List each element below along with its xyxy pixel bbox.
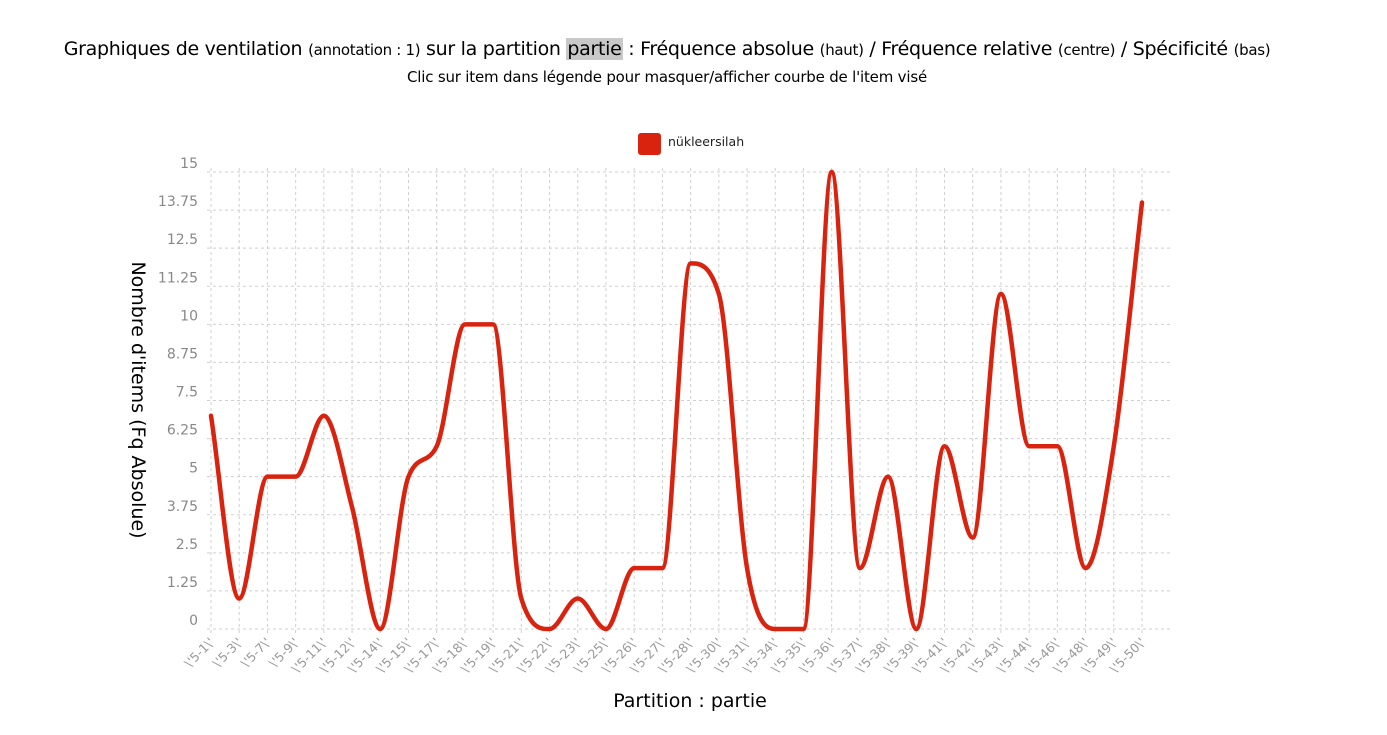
y-axis-label: Nombre d'items (Fq Absolue)	[127, 261, 149, 538]
y-axis-ticks: 0 1.25 2.5 3.75 5 6.25 7.5 8.75 10 11.25 12.5 13.75…	[158, 156, 198, 629]
title-part-10: (bas)	[1233, 41, 1271, 59]
x-tick-label: \'5-7\'	[238, 635, 274, 671]
y-tick-label: 0	[189, 613, 198, 629]
data-point[interactable]	[378, 627, 382, 631]
y-tick-label: 11.25	[158, 270, 198, 286]
data-point[interactable]	[406, 475, 410, 479]
x-axis-ticks: \'5-1\'\'5-3\'\'5-7\'\'5-9\'\'5-11\'\'5-…	[181, 635, 1148, 676]
data-point[interactable]	[322, 414, 326, 418]
y-tick-label: 12.5	[167, 232, 198, 248]
data-point[interactable]	[576, 597, 580, 601]
title-part-5: : Fréquence absolue	[628, 38, 814, 60]
data-point[interactable]	[660, 566, 664, 570]
data-point[interactable]	[491, 322, 495, 326]
data-point[interactable]	[773, 627, 777, 631]
title-part-2: (annotation : 1)	[308, 41, 421, 59]
data-point[interactable]	[519, 597, 523, 601]
y-tick-label: 1.25	[167, 575, 198, 591]
data-point[interactable]	[914, 627, 918, 631]
series-line-0[interactable]	[208, 169, 1145, 632]
chart-title: Graphiques de ventilation (annotation : …	[0, 38, 1334, 60]
data-point[interactable]	[435, 444, 439, 448]
data-point[interactable]	[350, 505, 354, 509]
data-point[interactable]	[943, 444, 947, 448]
x-tick-label: \'5-3\'	[209, 635, 245, 671]
y-tick-label: 7.5	[176, 385, 198, 401]
grid	[207, 168, 1170, 634]
data-point[interactable]	[971, 536, 975, 540]
title-part-9: / Spécificité	[1120, 38, 1228, 60]
data-point[interactable]	[1084, 566, 1088, 570]
title-part-6: (haut)	[819, 41, 864, 59]
data-point[interactable]	[745, 566, 749, 570]
title-part-7: / Fréquence relative	[869, 38, 1053, 60]
data-point[interactable]	[463, 322, 467, 326]
y-tick-label: 10	[180, 308, 198, 324]
series-layer	[208, 169, 1145, 632]
data-point[interactable]	[689, 261, 693, 265]
legend-label[interactable]: nükleersilah	[668, 134, 744, 149]
legend-swatch[interactable]	[638, 133, 661, 155]
data-point[interactable]	[1055, 444, 1059, 448]
data-point[interactable]	[886, 475, 890, 479]
data-point[interactable]	[632, 566, 636, 570]
data-point[interactable]	[209, 414, 213, 418]
data-point[interactable]	[294, 475, 298, 479]
y-tick-label: 5	[189, 461, 198, 477]
legend[interactable]: nükleersilah	[638, 133, 744, 155]
data-point[interactable]	[999, 292, 1003, 296]
data-point[interactable]	[830, 170, 834, 174]
y-tick-label: 6.25	[167, 423, 198, 439]
data-point[interactable]	[604, 627, 608, 631]
chart-subtitle: Clic sur item dans légende pour masquer/…	[407, 68, 927, 86]
data-point[interactable]	[265, 475, 269, 479]
y-tick-label: 2.5	[176, 537, 198, 553]
data-point[interactable]	[858, 566, 862, 570]
title-partition-name: partie	[566, 38, 623, 60]
y-tick-label: 13.75	[158, 194, 198, 210]
title-part-8: (centre)	[1057, 41, 1116, 59]
data-point[interactable]	[1140, 200, 1144, 204]
y-tick-label: 15	[180, 156, 198, 172]
x-axis-label: Partition : partie	[613, 690, 767, 712]
data-point[interactable]	[548, 627, 552, 631]
y-tick-label: 8.75	[167, 346, 198, 362]
y-tick-label: 3.75	[167, 499, 198, 515]
title-part-3: sur la partition	[426, 38, 561, 60]
data-point[interactable]	[717, 292, 721, 296]
data-point[interactable]	[1027, 444, 1031, 448]
title-part-1: Graphiques de ventilation	[63, 38, 303, 60]
data-point[interactable]	[1112, 444, 1116, 448]
x-tick-label: \'5-1\'	[181, 635, 217, 671]
data-point[interactable]	[237, 597, 241, 601]
data-point[interactable]	[801, 627, 805, 631]
